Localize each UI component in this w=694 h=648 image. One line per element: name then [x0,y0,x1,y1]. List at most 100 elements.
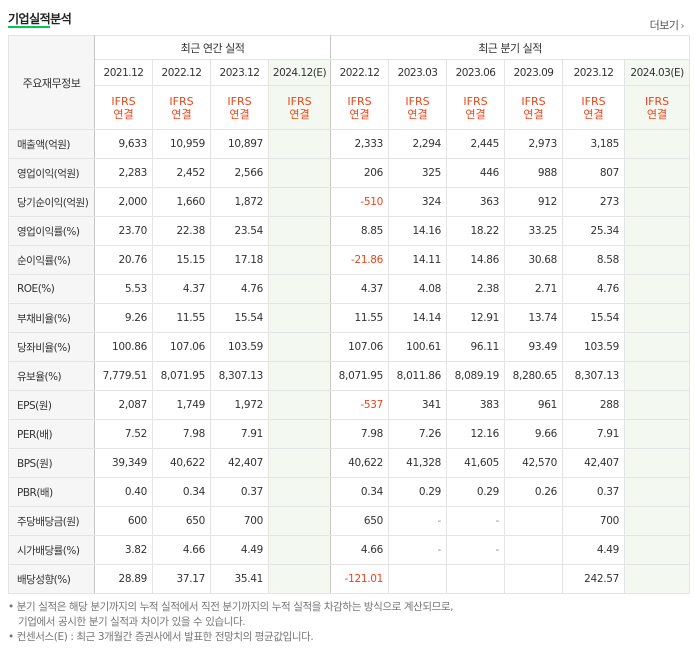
table-cell: 37.17 [152,564,211,594]
table-cell: 446 [446,158,506,188]
period-header: 2024.03(E) [624,59,691,86]
period-header: 2023.03 [388,59,448,86]
table-cell: 4.08 [388,274,448,304]
annual-group-header: 최근 연간 실적 [93,35,332,60]
table-cell: 988 [504,158,564,188]
row-label: 당기순이익(억원) [8,187,95,217]
table-cell: 2,000 [94,187,153,217]
table-cell [504,564,564,594]
table-cell: - [388,506,448,536]
table-cell [267,216,332,246]
table-cell: 2,294 [388,129,448,159]
table-cell: 103.59 [562,332,626,362]
table-cell: 8,089.19 [446,361,506,391]
row-label: 유보율(%) [8,361,95,391]
table-cell: 4.66 [330,535,390,565]
table-cell: 2,333 [330,129,390,159]
table-cell: 4.76 [562,274,626,304]
row-label: 영업이익(억원) [8,158,95,188]
table-row: PBR(배) 0.40 0.34 0.37 0.34 0.29 0.29 0.26 0.37 [8,477,691,507]
table-cell: 700 [562,506,626,536]
table-cell: 100.86 [94,332,153,362]
table-cell: 12.16 [446,419,506,449]
table-cell: 107.06 [330,332,390,362]
table-cell: 8,307.13 [562,361,626,391]
table-cell: 8,011.86 [388,361,448,391]
table-cell [624,535,691,565]
standard-header: IFRS 연결 [388,85,448,130]
table-cell: 650 [330,506,390,536]
table-cell: 7.26 [388,419,448,449]
table-row: 유보율(%) 7,779.51 8,071.95 8,307.13 8,071.95 8,… [8,361,691,391]
row-header-label: 주요재무정보 [8,35,95,130]
table-cell: 2,452 [152,158,211,188]
footnotes: • 분기 실적은 해당 분기까지의 누적 실적에서 직전 분기까지의 누적 실적… [8,600,454,645]
title-underline [8,26,50,28]
row-label: 영업이익률(%) [8,216,95,246]
table-cell: 107.06 [152,332,211,362]
table-cell: 42,407 [562,448,626,478]
table-cell: 14.11 [388,245,448,275]
table-cell [267,245,332,275]
table-cell: 9,633 [94,129,153,159]
standard-header: IFRS 연결 [446,85,506,130]
standard-header: IFRS 연결 [210,85,269,130]
table-row: 주당배당금(원) 600 650 700 650- -700 [8,506,691,536]
period-header: 2023.12 [562,59,626,86]
table-cell: 650 [152,506,211,536]
table-cell: 8.85 [330,216,390,246]
table-cell: 700 [210,506,269,536]
table-cell: 9.26 [94,303,153,333]
table-cell: 0.37 [210,477,269,507]
standard-header: IFRS 연결 [330,85,390,130]
section-title: 기업실적분석 [8,12,72,26]
table-cell [267,303,332,333]
row-label: EPS(원) [8,390,95,420]
table-cell: 30.68 [504,245,564,275]
table-cell [267,361,332,391]
table-cell [267,448,332,478]
footnote-1: • 분기 실적은 해당 분기까지의 누적 실적에서 직전 분기까지의 누적 실적… [8,601,454,613]
table-cell: 8,071.95 [330,361,390,391]
table-cell: -21.86 [330,245,390,275]
row-label: ROE(%) [8,274,95,304]
table-cell [624,129,691,159]
table-row: 영업이익(억원) 2,283 2,452 2,566 206 325 446 988 807 [8,158,691,188]
table-row: 시가배당률(%) 3.82 4.66 4.49 4.66- -4.49 [8,535,691,565]
more-link[interactable]: 더보기 › [649,17,685,33]
table-cell: 1,660 [152,187,211,217]
table-cell: 341 [388,390,448,420]
table-cell: 13.74 [504,303,564,333]
table-cell: 2,973 [504,129,564,159]
table-cell [388,564,448,594]
table-cell: 96.11 [446,332,506,362]
table-cell: 0.34 [152,477,211,507]
standard-header: IFRS 연결 [504,85,564,130]
table-cell [267,477,332,507]
more-label: 더보기 [649,19,679,32]
table-cell: 7.91 [562,419,626,449]
row-label: 매출액(억원) [8,129,95,159]
table-cell: 9.66 [504,419,564,449]
table-cell [267,332,332,362]
period-header: 2023.06 [446,59,506,86]
table-cell: 288 [562,390,626,420]
table-cell: 3,185 [562,129,626,159]
table-cell: 600 [94,506,153,536]
table-cell: 2,087 [94,390,153,420]
table-cell: 2.38 [446,274,506,304]
table-cell: 912 [504,187,564,217]
table-cell: 4.76 [210,274,269,304]
table-cell: 10,959 [152,129,211,159]
table-cell: 4.37 [152,274,211,304]
table-row: 부채비율(%) 9.26 11.55 15.54 11.55 14.14 12.91 13.7… [8,303,691,333]
table-cell: -537 [330,390,390,420]
footnote-1-cont: 기업에서 공시한 분기 실적과 차이가 있을 수 있습니다. [18,616,246,628]
table-cell [267,535,332,565]
table-row: 당좌비율(%) 100.86 107.06 103.59 107.06 100.61 96.… [8,332,691,362]
standard-header: IFRS 연결 [562,85,626,130]
table-cell: 35.41 [210,564,269,594]
table-cell: 15.54 [562,303,626,333]
table-row: EPS(원) 2,087 1,749 1,972 -537 341 383 961 288 [8,390,691,420]
table-cell: 15.15 [152,245,211,275]
